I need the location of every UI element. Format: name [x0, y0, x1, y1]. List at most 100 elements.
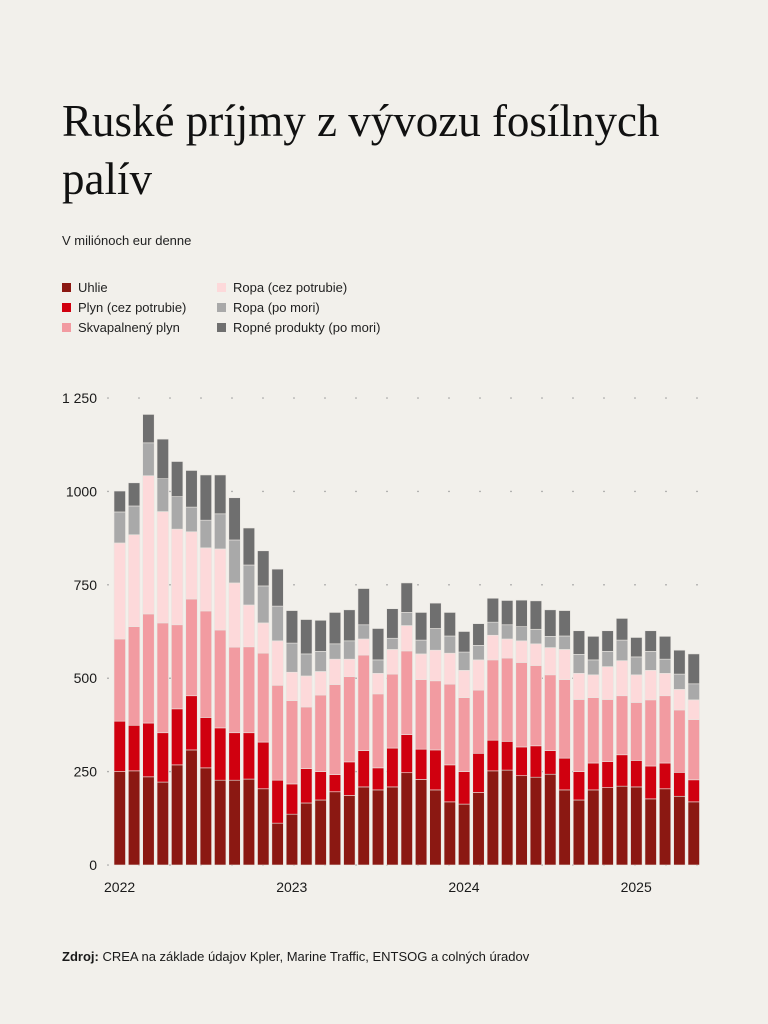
legend-label: Ropné produkty (po mori): [233, 320, 381, 335]
bar-segment: [171, 528, 184, 626]
bar-segment: [443, 683, 456, 766]
bar-segment: [615, 785, 629, 866]
gridline-dot: [324, 584, 326, 586]
bar-segment: [343, 676, 356, 763]
bar-segment: [687, 801, 700, 866]
gridline-dot: [510, 397, 512, 399]
bar-segment: [400, 734, 413, 774]
bar-segment: [486, 621, 499, 636]
bar-segment: [515, 775, 528, 866]
bar-segment: [214, 474, 227, 515]
bar-segment: [415, 679, 428, 750]
gridline-dot: [231, 490, 233, 493]
legend-swatch: [217, 283, 226, 292]
bar-segment: [228, 732, 241, 781]
bar-segment: [257, 788, 270, 866]
bar-segment: [601, 699, 614, 762]
bar-segment: [156, 478, 169, 512]
legend-label: Plyn (cez potrubie): [78, 300, 187, 315]
bar-segment: [242, 604, 255, 648]
bar-segment: [113, 490, 126, 513]
gridline-dot: [355, 490, 357, 493]
bar-segment: [400, 612, 413, 626]
bar-segment: [314, 799, 327, 866]
bar-segment: [601, 761, 614, 788]
gridline-dot: [386, 397, 388, 399]
bar-segment: [199, 547, 212, 612]
bar-segment: [415, 779, 428, 866]
bar-segment: [113, 638, 126, 722]
y-tick-label: 1 250: [62, 390, 97, 406]
bar-segment: [228, 582, 241, 648]
bar-segment: [285, 700, 299, 785]
bar-segment: [113, 542, 126, 640]
bar-segment: [328, 684, 342, 775]
bar-segment: [472, 645, 485, 661]
bar-segment: [458, 631, 471, 653]
bar-segment: [544, 647, 557, 676]
chart-subtitle: V miliónoch eur denne: [62, 233, 192, 248]
bar-segment: [400, 582, 413, 613]
bar-segment: [644, 765, 657, 800]
bar-segment: [343, 761, 356, 796]
source-label: Zdroj:: [62, 949, 99, 964]
bar-segment: [486, 739, 499, 772]
bar-segment: [644, 650, 657, 671]
bar-segment: [128, 505, 141, 536]
bar-segment: [156, 511, 169, 624]
bar-segment: [242, 564, 255, 606]
legend-item: Ropa (po mori): [217, 300, 320, 315]
bar-segment: [371, 628, 385, 661]
gridline-dot: [231, 397, 233, 399]
gridline-dot: [355, 584, 357, 586]
bar-segment: [185, 749, 198, 866]
gridline-dot: [603, 584, 605, 586]
bar-segment: [529, 600, 542, 630]
bar-segment: [429, 649, 442, 682]
bar-segment: [615, 639, 629, 661]
bar-segment: [515, 640, 528, 663]
legend-swatch: [217, 303, 226, 312]
bar-segment: [515, 626, 528, 642]
legend-item: Ropa (cez potrubie): [217, 280, 347, 295]
gridline-dot: [355, 397, 357, 399]
bar-segment: [328, 658, 342, 685]
bar-segment: [443, 801, 456, 866]
gridline-dot: [665, 584, 667, 586]
bar-segment: [558, 649, 571, 680]
legend-label: Skvapalnený plyn: [78, 320, 180, 335]
bar-segment: [171, 708, 184, 766]
gridline-dot: [603, 490, 605, 493]
bar-segment: [113, 720, 126, 772]
gridline-dot: [200, 397, 202, 399]
bar-segment: [242, 778, 255, 866]
bar-segment: [386, 673, 399, 749]
bar-segment: [658, 673, 672, 697]
bar-segment: [199, 767, 212, 866]
gridline-dot: [541, 397, 543, 399]
bar-segment: [644, 630, 657, 652]
bar-segment: [515, 662, 528, 748]
bar-segment: [687, 683, 700, 701]
legend-item: Ropné produkty (po mori): [217, 320, 380, 335]
bar-segment: [415, 748, 428, 780]
bar-segment: [128, 534, 141, 627]
bar-segment: [343, 640, 356, 660]
bar-segment: [199, 610, 212, 718]
bar-segment: [386, 786, 399, 866]
bar-segment: [386, 747, 399, 788]
bar-segment: [515, 599, 528, 627]
bar-segment: [458, 771, 471, 805]
bar-segment: [615, 618, 629, 641]
bar-segment: [630, 674, 643, 703]
bar-segment: [314, 619, 327, 652]
bar-segment: [400, 625, 413, 652]
bar-segment: [572, 799, 586, 866]
legend-swatch: [62, 303, 71, 312]
bar-segment: [572, 673, 586, 700]
bar-segment: [615, 660, 629, 697]
bar-segment: [544, 609, 557, 637]
gridline-dot: [386, 584, 388, 586]
bar-segment: [300, 675, 313, 708]
bar-segment: [242, 527, 255, 566]
